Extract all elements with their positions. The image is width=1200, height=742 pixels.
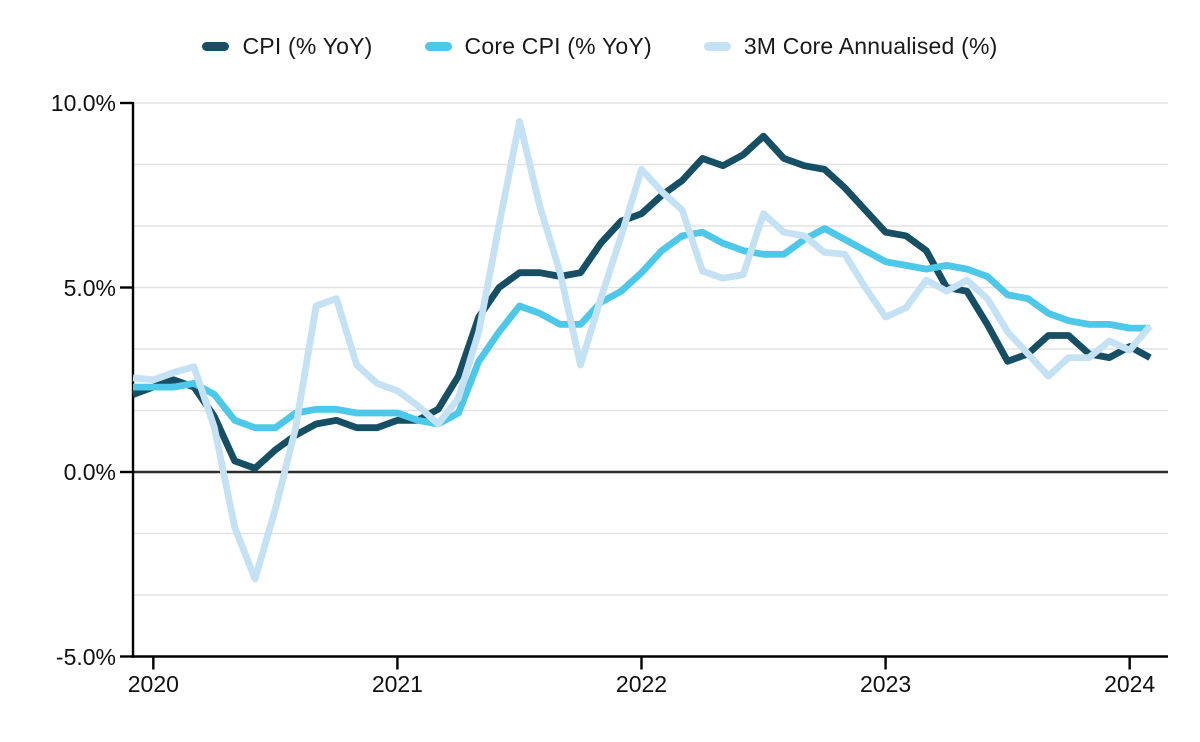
- legend-item: CPI (% YoY): [202, 33, 372, 60]
- legend-item: Core CPI (% YoY): [424, 33, 652, 60]
- x-axis-label-2023: 2023: [859, 671, 912, 697]
- core-3m-legend-label: 3M Core Annualised (%): [743, 33, 998, 59]
- cpi-legend-label: CPI (% YoY): [242, 33, 373, 59]
- y-axis-label-neg5: -5.0%: [55, 643, 116, 670]
- core-3m-legend-swatch: [703, 42, 731, 51]
- x-axis-label-2021: 2021: [371, 671, 423, 697]
- legend: CPI (% YoY) Core CPI (% YoY) 3M Core Ann…: [0, 33, 1200, 60]
- core-cpi-legend-label: Core CPI (% YoY): [464, 33, 652, 59]
- legend-item: 3M Core Annualised (%): [703, 33, 998, 60]
- series-line: [132, 118, 1153, 583]
- x-axis-label-2024: 2024: [1104, 671, 1156, 697]
- series-line: [133, 225, 1150, 432]
- cpi-legend-swatch: [202, 42, 230, 51]
- y-axis-label-0: 0.0%: [63, 459, 116, 485]
- y-axis-label-5: 5.0%: [63, 274, 116, 301]
- y-axis-label-10: 10.0%: [50, 90, 116, 116]
- core-cpi-legend-swatch: [424, 42, 452, 51]
- x-axis-label-2020: 2020: [127, 671, 179, 697]
- series-line: [131, 132, 1152, 472]
- x-axis-label-2022: 2022: [615, 671, 668, 697]
